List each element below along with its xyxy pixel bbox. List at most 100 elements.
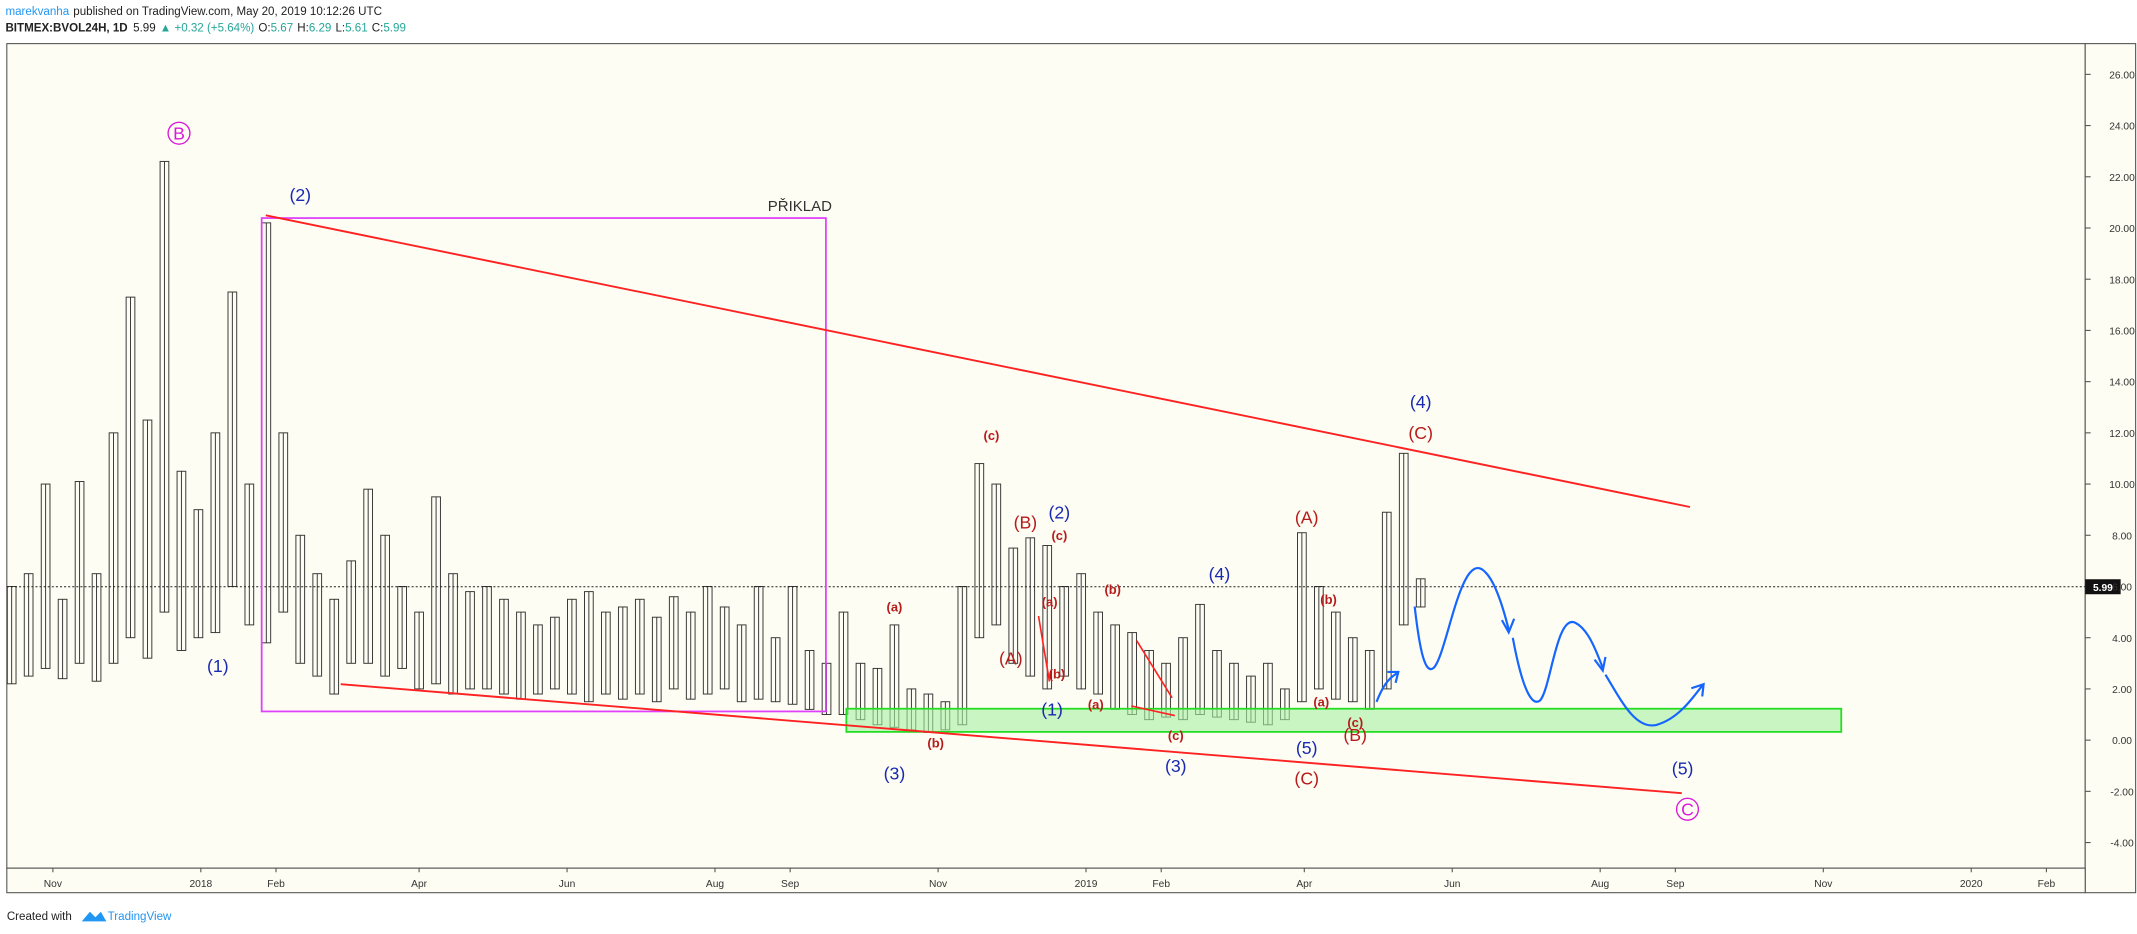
- y-tick-label: 10.00: [2109, 480, 2135, 491]
- h-value: 6.29: [309, 22, 332, 34]
- x-tick-label: 2020: [1960, 879, 1983, 890]
- x-tick-label: Nov: [1814, 879, 1833, 890]
- lower-trend-line: [340, 683, 1682, 795]
- projection-curve: [1375, 672, 1398, 703]
- annotation: (a): [1313, 694, 1329, 709]
- x-tick-label: Jun: [1444, 879, 1461, 890]
- wave-line: [1135, 640, 1173, 699]
- x-tick-label: 2018: [189, 879, 212, 890]
- symbol: BITMEX:BVOL24H, 1D: [5, 22, 127, 34]
- l-label: L:: [335, 22, 345, 34]
- time-axis: [6, 867, 2086, 894]
- footer-brand: TradingView: [108, 911, 172, 923]
- projection-curve: [1413, 567, 1510, 671]
- annotation: (a): [887, 600, 903, 615]
- marks: [6, 73, 2121, 873]
- o-value: 5.67: [271, 22, 294, 34]
- annotation: (b): [1320, 592, 1337, 607]
- x-tick-label: Feb: [2038, 879, 2056, 890]
- annotation: (c): [1347, 715, 1363, 730]
- annotation: (A): [999, 648, 1023, 668]
- annotation: (a): [1088, 697, 1104, 712]
- projection-arrow: [1387, 670, 1400, 684]
- annotation: C: [1681, 799, 1694, 819]
- y-tick-label: 20.00: [2109, 224, 2135, 235]
- projection-arrow: [1593, 656, 1607, 674]
- l-value: 5.61: [345, 22, 368, 34]
- c-label: C:: [372, 22, 384, 34]
- annotation: (c): [1051, 528, 1067, 543]
- annotation: (4): [1209, 564, 1231, 584]
- price-axis: [2084, 43, 2137, 894]
- x-tick-label: Feb: [267, 879, 285, 890]
- author: marekvanha: [5, 6, 69, 18]
- y-tick-label: 16.00: [2109, 327, 2135, 338]
- plot-area: [6, 43, 2086, 869]
- annotation: (1): [207, 656, 229, 676]
- header-line-2: BITMEX:BVOL24H, 1D 5.99 ▲ +0.32 (+5.64%) O:…: [5, 22, 405, 34]
- annotation: (1): [1041, 700, 1063, 720]
- support-zone: [845, 707, 1843, 733]
- annotation: (a): [1042, 595, 1058, 610]
- y-tick-label: 0.00: [2112, 736, 2132, 747]
- annotation: B: [173, 123, 185, 143]
- annotation: (B): [1343, 725, 1367, 745]
- projection-arrow: [1500, 618, 1516, 635]
- y-tick-label: 2.00: [2112, 685, 2132, 696]
- projection-curve: [1604, 674, 1704, 727]
- y-tick-label: 4.00: [2112, 634, 2132, 645]
- x-tick-label: Aug: [706, 879, 724, 890]
- x-tick-label: Feb: [1152, 879, 1170, 890]
- last-price-label: 5.99: [2093, 583, 2113, 594]
- annotation: (C): [1294, 769, 1319, 789]
- annotation-circle: [1675, 797, 1700, 821]
- y-tick-label: 26.00: [2109, 70, 2135, 81]
- upper-trend-line: [265, 214, 1691, 508]
- x-tick-label: 2019: [1075, 879, 1098, 890]
- annotation: (b): [1104, 582, 1121, 597]
- h-label: H:: [297, 22, 309, 34]
- annotation-circle: [167, 121, 191, 145]
- y-tick-label: -2.00: [2110, 787, 2134, 798]
- wave-line: [1037, 615, 1051, 682]
- projection-curve: [1511, 621, 1604, 703]
- annotation: (C): [1408, 423, 1433, 443]
- y-tick-label: 14.00: [2109, 378, 2135, 389]
- annotation: (A): [1295, 507, 1319, 527]
- drawings: [260, 214, 1843, 795]
- tradingview-logo: [81, 911, 107, 922]
- y-tick-label: 8.00: [2112, 531, 2132, 542]
- y-tick-label: 12.00: [2109, 429, 2135, 440]
- annotation: (4): [1410, 392, 1432, 412]
- annotation: (b): [927, 735, 944, 750]
- c-value: 5.99: [383, 22, 406, 34]
- y-tick-label: 18.00: [2109, 275, 2135, 286]
- y-tick-label: -4.00: [2110, 839, 2134, 850]
- annotation: (5): [1672, 758, 1694, 778]
- x-tick-label: Apr: [1296, 879, 1312, 890]
- labels: 26.00 24.00 22.00 20.00 18.00 16.00 14.00 12.00…: [44, 70, 2135, 890]
- annotation: (B): [1014, 513, 1038, 533]
- projection-arrow: [1690, 682, 1705, 697]
- annotation: (3): [1165, 756, 1187, 776]
- x-tick-label: Nov: [929, 879, 948, 890]
- annotation: (c): [984, 428, 1000, 443]
- x-tick-label: Apr: [411, 879, 427, 890]
- annotation: (c): [1168, 728, 1184, 743]
- y-tick-label: 22.00: [2109, 173, 2135, 184]
- x-tick-label: Sep: [1666, 879, 1684, 890]
- o-label: O:: [258, 22, 270, 34]
- last: 5.99: [133, 22, 156, 34]
- header-line-1: marekvanha published on TradingView.com, …: [5, 6, 382, 18]
- x-tick-label: Nov: [44, 879, 63, 890]
- annotation: (2): [289, 185, 311, 205]
- x-tick-label: Aug: [1591, 879, 1609, 890]
- annotation: PŘIKLAD: [768, 198, 832, 215]
- y-tick-label: 24.00: [2109, 122, 2135, 133]
- annotation: (5): [1296, 738, 1318, 758]
- change: ▲ +0.32 (+5.64%): [160, 22, 255, 34]
- x-tick-label: Sep: [781, 879, 799, 890]
- annotation: (b): [1049, 666, 1066, 681]
- wave-line: [1131, 705, 1175, 717]
